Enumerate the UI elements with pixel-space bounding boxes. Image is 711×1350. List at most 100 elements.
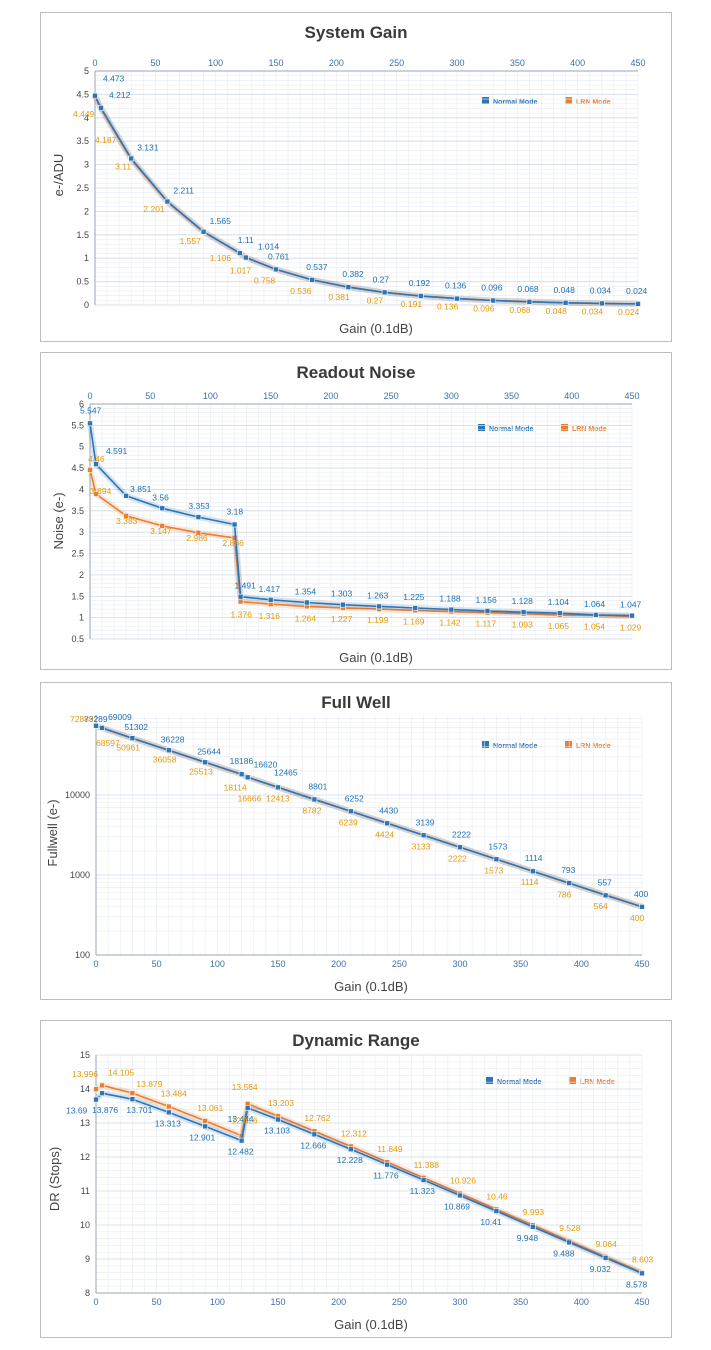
y-tick-label: 1 (84, 253, 89, 263)
data-label-normal: 1.225 (403, 592, 425, 602)
data-label-normal: 11.323 (410, 1186, 436, 1196)
data-label-lrn: 9.064 (596, 1239, 618, 1249)
y-tick-label: 2 (79, 570, 84, 580)
x-tick-label: 300 (449, 58, 464, 68)
data-point-normal (244, 774, 251, 781)
data-label-lrn: 0.096 (473, 304, 495, 314)
data-label-normal: 0.136 (445, 281, 467, 291)
grid (89, 403, 633, 640)
series-line-normal (95, 725, 643, 908)
y-tick-label: 6 (79, 399, 84, 409)
x-tick-label: 400 (574, 959, 589, 969)
x-tick-label: 250 (392, 959, 407, 969)
data-label-normal: 8.578 (626, 1279, 648, 1289)
data-label-normal: 51302 (124, 722, 148, 732)
x-tick-label: 100 (208, 58, 223, 68)
data-label-normal: 1573 (488, 841, 507, 851)
legend-lrn-marker (565, 741, 572, 748)
data-point-normal (244, 1105, 251, 1111)
data-label-normal: 0.096 (481, 283, 503, 293)
data-point-normal (237, 593, 244, 600)
data-label-lrn: 1.142 (439, 618, 461, 628)
data-point-normal (87, 420, 93, 427)
data-label-lrn: 3.383 (116, 516, 138, 526)
data-point-normal (635, 301, 641, 307)
data-point-lrn (87, 467, 93, 473)
plot-area: 0 50 100 150 200 250 300 350 400 450 100 1000 10000 7… (65, 712, 650, 969)
y-tick-label: 2.5 (76, 183, 89, 193)
data-label-lrn: 50961 (116, 742, 140, 752)
chart-panel-readout-noise: Readout Noise Gain (0.1dB) Noise (e-) No… (40, 352, 672, 670)
y-tick-label: 1.5 (76, 230, 89, 240)
series-line-normal (95, 1092, 643, 1275)
data-point-normal (347, 808, 354, 815)
legend-lrn-label: LRN Mode (576, 99, 611, 106)
data-point-normal (200, 228, 207, 235)
x-tick-label: 400 (574, 1297, 589, 1307)
legend-normal-marker (482, 741, 489, 748)
data-label-lrn: 3133 (412, 841, 431, 851)
full-well-chart: Full Well Gain (0.1dB) Fullwell (e-) Nor… (45, 693, 650, 994)
chart-panel-system-gain: System Gain Gain (0.1dB) e-/ADU Normal M… (40, 12, 672, 342)
data-label-lrn: 2.986 (186, 533, 208, 543)
plot-area: 0 50 100 150 200 250 300 350 400 450 0.5 1 1.5 2 2.5 3 3… (71, 391, 641, 644)
y-tick-label: 0.5 (76, 277, 89, 287)
data-label-normal: 13.69 (66, 1106, 88, 1116)
x-tick-label: 450 (634, 1297, 649, 1307)
data-point-normal (384, 1161, 391, 1168)
data-label-lrn: 72889 (70, 714, 94, 724)
data-point-normal (164, 198, 171, 205)
x-tick-label: 0 (93, 1297, 98, 1307)
y-tick-label: 5 (79, 442, 84, 452)
data-label-lrn: 1.106 (210, 253, 232, 263)
data-point-normal (417, 293, 424, 299)
x-tick-label: 150 (270, 1297, 285, 1307)
data-label-normal: 3.56 (152, 492, 169, 502)
data-label-lrn: 3.11 (115, 161, 131, 171)
data-label-lrn: 13.061 (197, 1103, 223, 1113)
data-label-normal: 12.901 (189, 1132, 215, 1142)
y-tick-label: 3.5 (76, 136, 89, 146)
series-line-shadow (92, 95, 639, 307)
x-tick-label: 400 (570, 58, 585, 68)
data-point-lrn (123, 513, 129, 519)
x-tick-label: 250 (392, 1297, 407, 1307)
data-label-lrn: 25513 (189, 766, 213, 776)
data-label-normal: 12.228 (337, 1155, 363, 1165)
series-line-lrn (94, 96, 639, 305)
data-label-lrn: 13.879 (136, 1079, 162, 1089)
data-label-normal: 0.537 (306, 262, 328, 272)
data-label-lrn: 2.201 (143, 204, 165, 214)
data-label-normal: 4.591 (106, 446, 128, 456)
data-label-lrn: 1.316 (259, 611, 281, 621)
data-label-normal: 13.701 (126, 1105, 152, 1115)
data-point-normal (490, 297, 497, 304)
data-label-normal: 1.354 (295, 587, 317, 597)
y-tick-label: 1000 (70, 870, 90, 880)
data-label-normal: 4.473 (103, 74, 125, 84)
legend-lrn-marker (565, 97, 572, 104)
data-point-normal (529, 1223, 536, 1230)
chart-title: Readout Noise (296, 363, 415, 382)
data-label-lrn: 1.017 (230, 265, 252, 275)
data-label-lrn: 12.762 (304, 1113, 330, 1123)
data-label-normal: 1.263 (367, 590, 389, 600)
data-label-normal: 1114 (525, 853, 543, 863)
data-label-normal: 1.047 (620, 600, 642, 610)
data-label-normal: 400 (634, 889, 648, 899)
data-label-lrn: 14.105 (108, 1067, 134, 1077)
data-label-normal: 0.27 (373, 274, 390, 284)
data-label-normal: 9.032 (590, 1264, 612, 1274)
data-label-lrn: 1.093 (512, 620, 534, 630)
data-label-lrn: 1114 (521, 877, 539, 887)
series-line-shadow (87, 469, 633, 620)
data-label-normal: 1.188 (439, 594, 461, 604)
y-tick-label: 4 (84, 113, 89, 123)
data-label-lrn: 0.27 (367, 295, 384, 305)
data-point-lrn (93, 491, 99, 497)
x-tick-label: 350 (513, 959, 528, 969)
data-point-normal (303, 599, 310, 606)
plot-area: 0 50 100 150 200 250 300 350 400 450 8 9 10 11 12 13 14 1… (66, 1050, 654, 1307)
data-point-normal (311, 796, 318, 803)
data-label-lrn: 8782 (302, 806, 321, 816)
